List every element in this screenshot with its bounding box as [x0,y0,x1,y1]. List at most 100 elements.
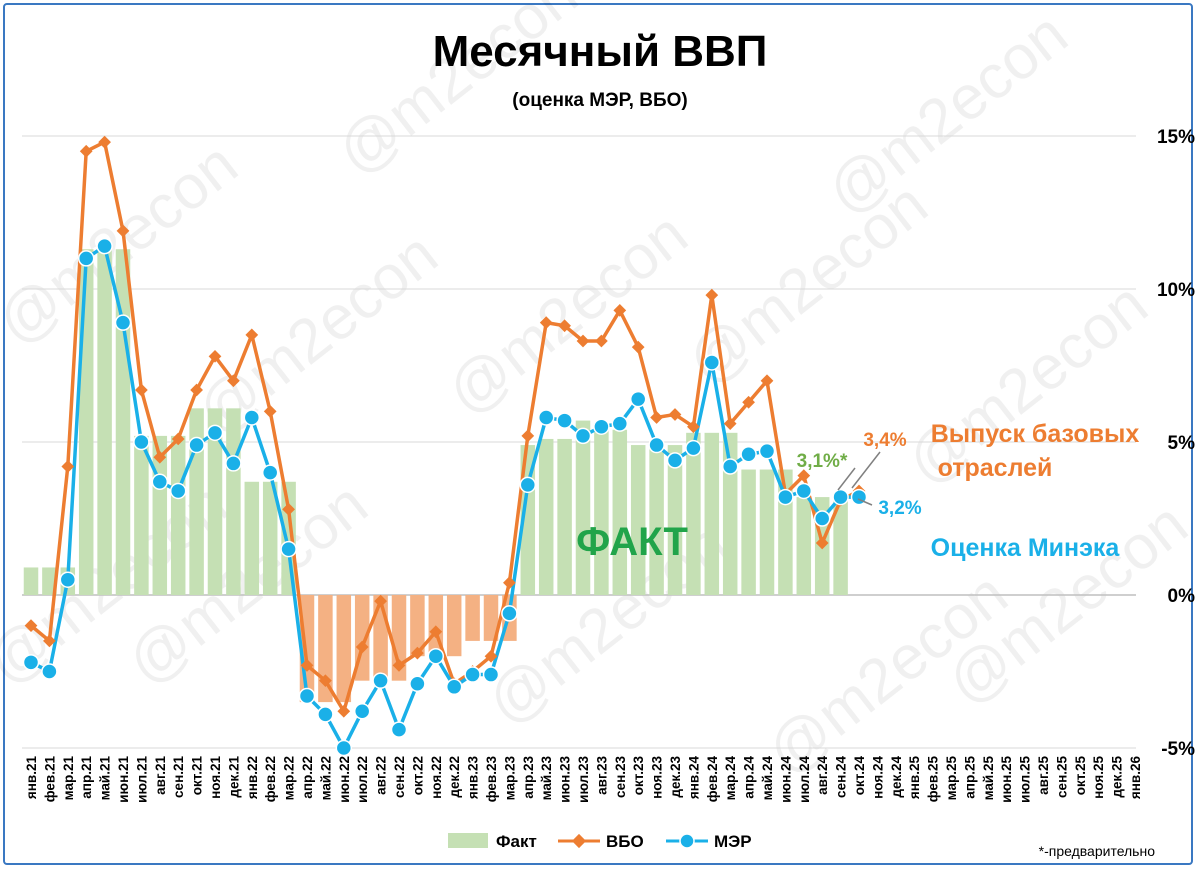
footnote: *-предварительно [1039,843,1156,859]
fact-bar [262,481,278,595]
x-tick-label: июл.22 [355,756,370,803]
watermark-text: @m2econ [434,199,700,428]
x-tick-label: янв.26 [1128,756,1143,800]
mer-point [777,488,794,506]
mer-point [685,439,702,457]
mer-point [335,739,353,757]
vbo-value-leader [851,451,881,489]
mer-point [261,464,279,481]
fact-bar [483,595,499,641]
x-tick-label: мар.23 [502,756,517,801]
fact-bar [796,497,812,595]
mer-point [832,488,849,506]
fact-bar [446,595,462,657]
fact-bar [649,445,664,595]
mer-point [556,412,573,429]
fakt-annotation: ФАКТ [576,520,688,564]
mer-point [77,250,95,267]
mer-point [519,476,537,494]
y-tick-label: -5% [1161,739,1195,760]
mer-point [298,687,316,705]
fact-bar [410,595,425,657]
legend-marker-mer [679,833,695,849]
x-axis-ticks: янв.21 фев.21 мар.21 апр.21 май.21 июн.21 июл.… [24,756,1143,803]
x-tick-label: окт.22 [410,756,425,795]
x-tick-label: июн.22 [337,756,352,803]
x-tick-label: мар.22 [282,756,297,800]
vbo-point [650,411,663,424]
mer-point [206,424,224,442]
x-tick-label: фев.21 [42,756,57,803]
x-tick-label: апр.23 [521,756,536,799]
x-tick-label: ноя.22 [429,756,444,799]
x-tick-label: ноя.21 [208,756,223,799]
fact-bar [336,595,352,703]
fact-bar [170,435,186,595]
mer-point [611,415,629,432]
x-tick-label: дек.21 [226,756,241,798]
vbo-point [227,374,240,388]
x-tick-label: июн.25 [999,756,1014,803]
x-tick-label: окт.23 [631,756,646,796]
x-tick-label: июн.23 [558,756,573,803]
mer-point [372,672,389,689]
vbo-annotation-line1: Выпуск базовых [931,420,1140,448]
vbo-point [135,383,148,397]
mer-annotation: Оценка Минэка [931,534,1121,562]
chart-subtitle: (оценка МЭР, ВБО) [512,90,687,111]
vbo-point [245,328,259,342]
vbo-point [631,340,645,354]
x-tick-label: авг.23 [594,756,609,795]
x-tick-label: авг.21 [153,756,168,795]
x-tick-label: сен.25 [1054,756,1069,798]
fact-bar [244,481,260,595]
x-tick-label: окт.24 [852,756,867,796]
mer-point [22,654,40,671]
x-tick-label: июл.25 [1018,756,1033,803]
x-tick-label: фев.23 [484,756,499,803]
mer-point [133,433,150,451]
x-tick-label: май.25 [981,756,996,801]
x-tick-label: сен.22 [392,756,407,798]
fact-bar [557,438,572,595]
x-tick-label: дек.24 [889,756,904,798]
x-tick-label: янв.21 [24,756,39,800]
fact-bar [391,595,407,681]
x-tick-label: дек.23 [668,756,683,798]
x-tick-label: фев.25 [926,756,941,803]
fact-bar [704,432,720,595]
x-tick-label: фев.24 [705,756,720,803]
x-tick-label: май.23 [539,756,554,801]
fakt-value-leader [837,467,856,491]
x-tick-label: май.22 [318,756,333,800]
y-tick-label: 15% [1157,127,1195,148]
fact-bar [226,408,241,595]
x-tick-label: апр.22 [300,756,315,799]
fact-bar [23,567,39,595]
vbo-point [521,429,535,443]
fact-bar [612,429,628,595]
vbo-value-label: 3,4% [863,430,906,451]
x-tick-label: окт.21 [190,756,205,796]
fact-bar [575,420,591,595]
x-tick-label: дек.25 [1110,756,1125,798]
x-tick-label: авг.25 [1036,756,1051,795]
fact-bar [373,595,388,681]
fact-bar [594,429,609,595]
vbo-point [116,224,130,238]
x-tick-label: июл.21 [134,756,149,803]
legend-marker-vbo [571,833,587,849]
fact-bar [189,408,204,595]
x-tick-label: мар.25 [944,756,959,801]
mer-value-leader [857,498,873,506]
legend-label-fact: Факт [496,832,537,851]
x-tick-label: июл.24 [797,756,812,803]
x-tick-label: ноя.25 [1091,756,1106,799]
fact-bar [686,432,701,595]
vbo-point [705,288,719,302]
mer-point [740,445,757,463]
legend-label-mer: МЭР [714,832,752,851]
x-tick-label: мар.24 [723,756,738,801]
fact-bar [630,445,646,595]
